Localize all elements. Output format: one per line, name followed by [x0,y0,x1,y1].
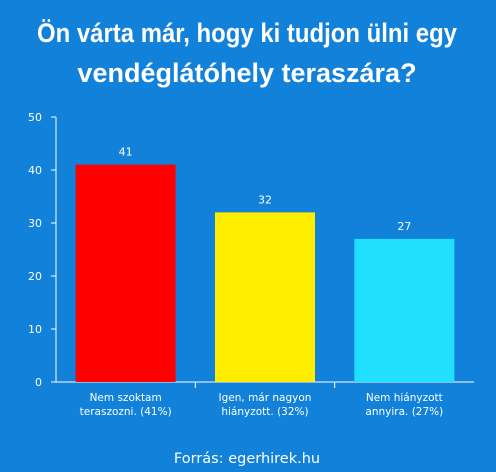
y-tick-label: 20 [28,270,42,283]
category-label: annyira. (27%) [365,406,443,418]
y-tick-label: 0 [35,376,42,389]
chart-title-line: vendéglátóhely teraszára? [77,58,416,88]
category-label: Igen, már nagyon [219,392,312,404]
category-label: Nem szoktam [90,392,162,404]
category-label: hiányzott. (32%) [221,406,308,418]
y-tick-label: 10 [28,323,42,336]
category-label: teraszozni. (41%) [80,406,172,418]
data-label: 41 [119,146,133,159]
category-labels: Nem szoktam teraszozni. (41%) Igen, már na… [80,392,444,418]
category-label: Nem hiányzott [366,392,443,404]
data-label: 27 [397,220,411,233]
data-labels: 41 32 27 [119,146,412,233]
bar [215,212,315,382]
chart-title-line: Ön várta már, hogy ki tudjon ülni egy [37,18,457,48]
x-axis [56,381,474,388]
y-tick-label: 40 [28,164,42,177]
bar [354,238,455,382]
y-tick-label: 30 [28,217,42,230]
bar [75,164,176,382]
bars [75,164,455,382]
data-label: 32 [258,193,272,206]
y-tick-label: 50 [28,111,42,124]
chart-title: Ön várta már, hogy ki tudjon ülni egy ven… [37,18,457,88]
source-note: Forrás: egerhirek.hu [174,451,320,467]
y-axis: 0 10 20 30 40 50 [28,111,57,389]
